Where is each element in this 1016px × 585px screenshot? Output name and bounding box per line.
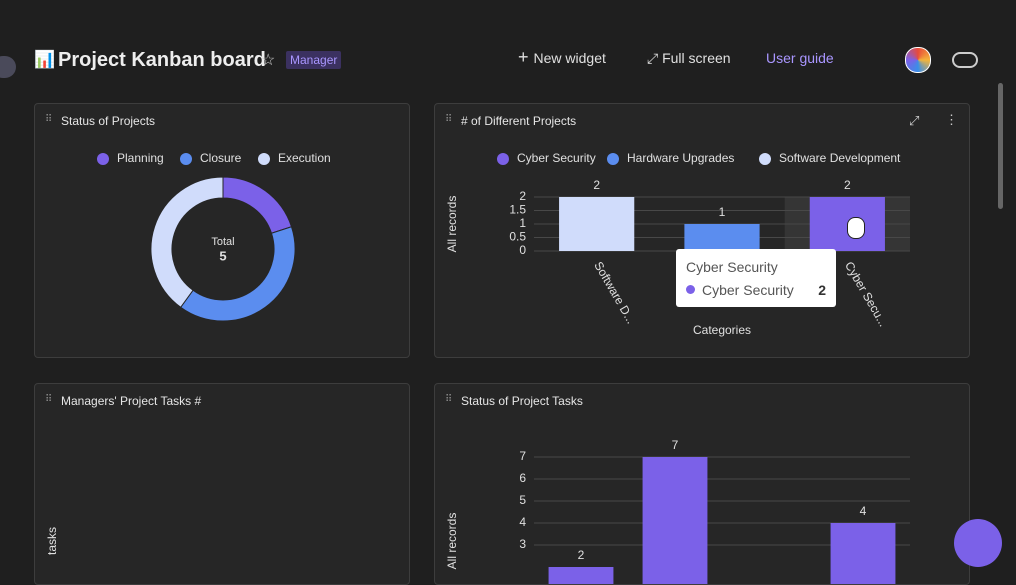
- tooltip-title: Cyber Security: [686, 259, 778, 275]
- legend-marker: [607, 153, 619, 165]
- y-axis-label: All records: [445, 513, 459, 570]
- app-logo[interactable]: [905, 47, 931, 73]
- chart: tasks: [45, 527, 59, 555]
- legend-label: Cyber Security: [517, 151, 596, 165]
- data-label: 7: [672, 438, 679, 452]
- label: Full screen: [662, 50, 731, 66]
- widget-title: Managers' Project Tasks #: [61, 394, 202, 408]
- bar: [559, 197, 635, 251]
- star-icon[interactable]: ☆: [261, 52, 276, 69]
- y-tick-label: 3: [519, 537, 526, 551]
- total-label: Total: [211, 236, 234, 248]
- y-axis-label: All records: [445, 196, 459, 253]
- chart: All records 3 4 5 6 7 2 7 4: [445, 438, 910, 584]
- donut-slice: [150, 176, 224, 308]
- legend-label: Closure: [200, 151, 242, 165]
- drag-handle[interactable]: ⠿: [45, 114, 52, 125]
- widget: ⠿ Status of Projects Planning Closure Execut…: [34, 103, 410, 358]
- tooltip-marker: [686, 285, 695, 294]
- y-tick-label: 7: [519, 449, 526, 463]
- legend-label: Software Development: [779, 151, 901, 165]
- legend-label: Planning: [117, 151, 164, 165]
- data-label: 1: [719, 205, 726, 219]
- widget-title: Status of Project Tasks: [461, 394, 583, 408]
- data-label: 4: [860, 504, 867, 518]
- expand-icon: ⤢: [647, 50, 663, 66]
- full-screen-button[interactable]: ⤢ Full screen: [647, 50, 731, 67]
- role-badge: Manager: [286, 51, 342, 69]
- y-tick-label: 5: [519, 493, 526, 507]
- cursor: [847, 217, 865, 239]
- y-tick-label: 0: [519, 243, 526, 257]
- data-label: 2: [844, 178, 851, 192]
- expand-icon[interactable]: ⤢: [909, 113, 920, 128]
- y-tick-label: 2: [519, 189, 526, 203]
- legend-label: Execution: [278, 151, 331, 165]
- y-tick-label: 0.5: [509, 230, 526, 244]
- y-axis-label: tasks: [45, 527, 59, 555]
- tooltip-series: Cyber Security: [702, 282, 794, 298]
- total-value: 5: [219, 248, 226, 263]
- data-label: 2: [593, 178, 600, 192]
- plus-icon: +: [518, 47, 534, 67]
- data-label: 2: [578, 548, 585, 562]
- page: {"header":{"icon":"📊","title":"Project K…: [0, 47, 1003, 585]
- legend-marker: [258, 153, 270, 165]
- donut-slice: [179, 226, 296, 322]
- cloud-icon[interactable]: [952, 52, 978, 68]
- y-tick-label: 1: [519, 216, 526, 230]
- sidebar-toggle[interactable]: [0, 56, 16, 78]
- legend-marker: [180, 153, 192, 165]
- x-axis-label: Categories: [693, 323, 751, 337]
- donut-slice: [222, 176, 293, 234]
- drag-handle[interactable]: ⠿: [445, 114, 452, 125]
- user-guide-link[interactable]: User guide: [766, 50, 834, 66]
- header-icon: 📊: [34, 50, 56, 69]
- tooltip: Cyber Security Cyber Security 2: [676, 249, 836, 307]
- legend-marker: [759, 153, 771, 165]
- y-tick-label: 4: [519, 515, 526, 529]
- menu-icon[interactable]: ⋮: [945, 112, 958, 127]
- new-widget-button[interactable]: + New widget: [518, 47, 606, 67]
- scrollbar[interactable]: [998, 83, 1003, 209]
- widget: ⠿ Managers' Project Tasks # tasks: [34, 383, 410, 585]
- bar: [642, 457, 708, 584]
- chat-button[interactable]: [954, 519, 1002, 567]
- y-tick-label: 1.5: [509, 203, 526, 217]
- widget-title: # of Different Projects: [461, 114, 577, 128]
- widget-title: Status of Projects: [61, 114, 156, 128]
- tooltip-value: 2: [818, 282, 826, 298]
- legend-marker: [497, 153, 509, 165]
- label: New widget: [533, 50, 606, 66]
- x-tick-label: Cyber Secu...: [842, 259, 890, 329]
- widget: ⠿ Status of Project Tasks All records 3 4 5 6 7…: [434, 383, 970, 585]
- legend-label: Hardware Upgrades: [627, 151, 734, 165]
- widget: ⠿ # of Different Projects ⤢ ⋮ All records 0 0.…: [434, 103, 970, 358]
- x-tick-label: Software D...: [591, 259, 638, 326]
- drag-handle[interactable]: ⠿: [45, 394, 52, 405]
- drag-handle[interactable]: ⠿: [445, 394, 452, 405]
- bar: [684, 224, 760, 251]
- bar: [830, 523, 896, 584]
- bar: [548, 567, 614, 584]
- y-tick-label: 6: [519, 471, 526, 485]
- page-title: Project Kanban board: [58, 49, 266, 71]
- legend-marker: [97, 153, 109, 165]
